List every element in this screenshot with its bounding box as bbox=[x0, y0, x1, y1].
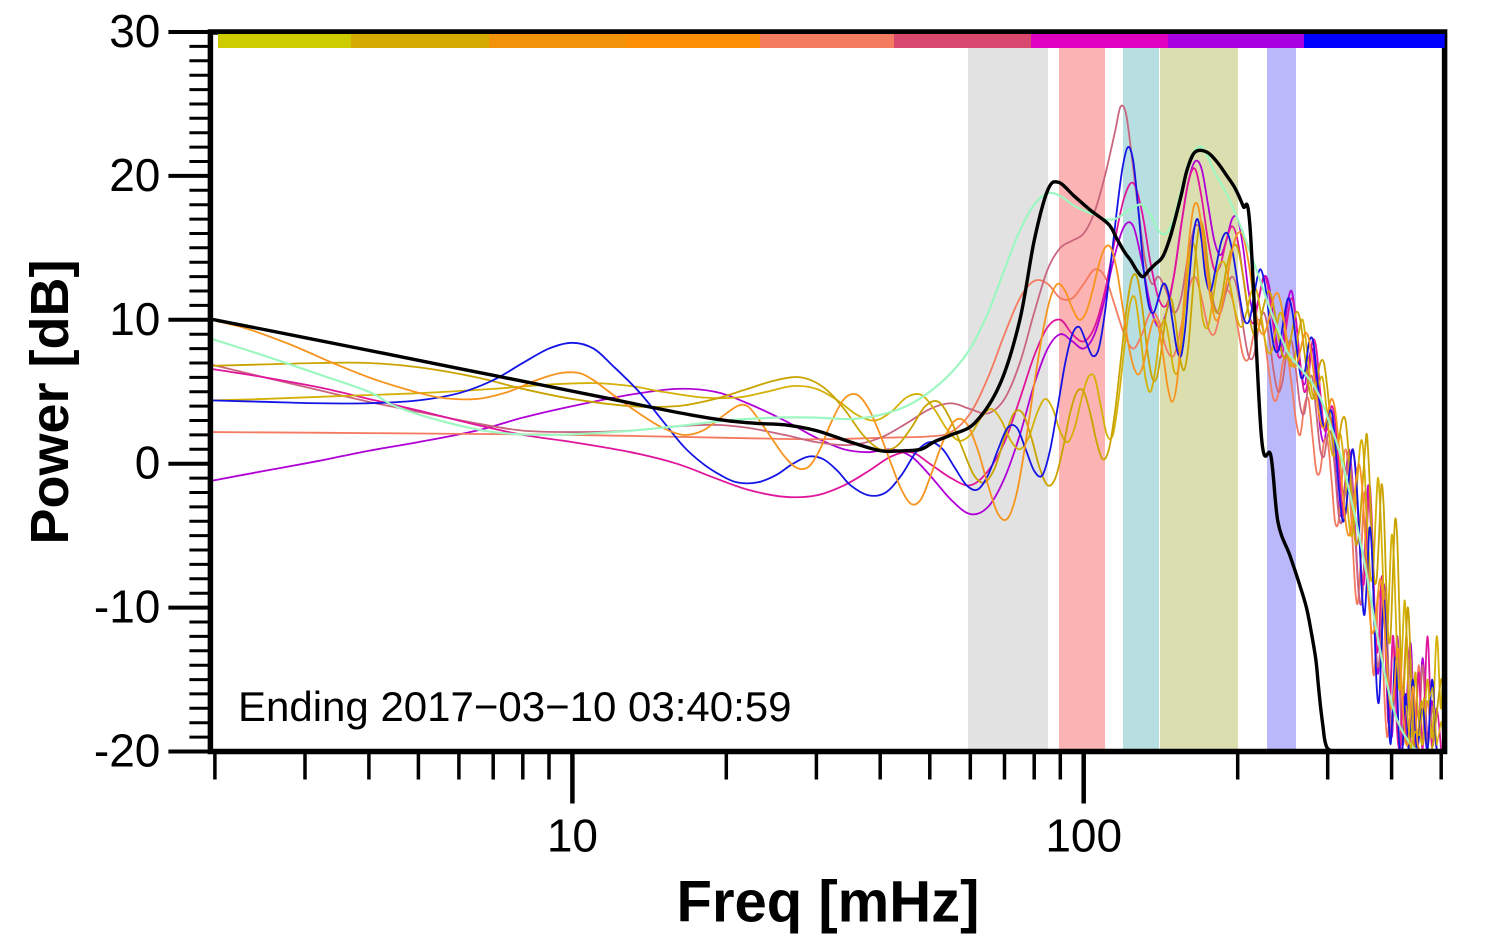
svg-text:10: 10 bbox=[547, 810, 598, 862]
svg-text:0: 0 bbox=[135, 437, 161, 489]
svg-text:20: 20 bbox=[109, 149, 160, 201]
svg-text:30: 30 bbox=[109, 5, 160, 57]
svg-text:-20: -20 bbox=[94, 725, 160, 777]
svg-text:100: 100 bbox=[1045, 810, 1122, 862]
svg-text:-10: -10 bbox=[94, 581, 160, 633]
svg-text:10: 10 bbox=[109, 293, 160, 345]
